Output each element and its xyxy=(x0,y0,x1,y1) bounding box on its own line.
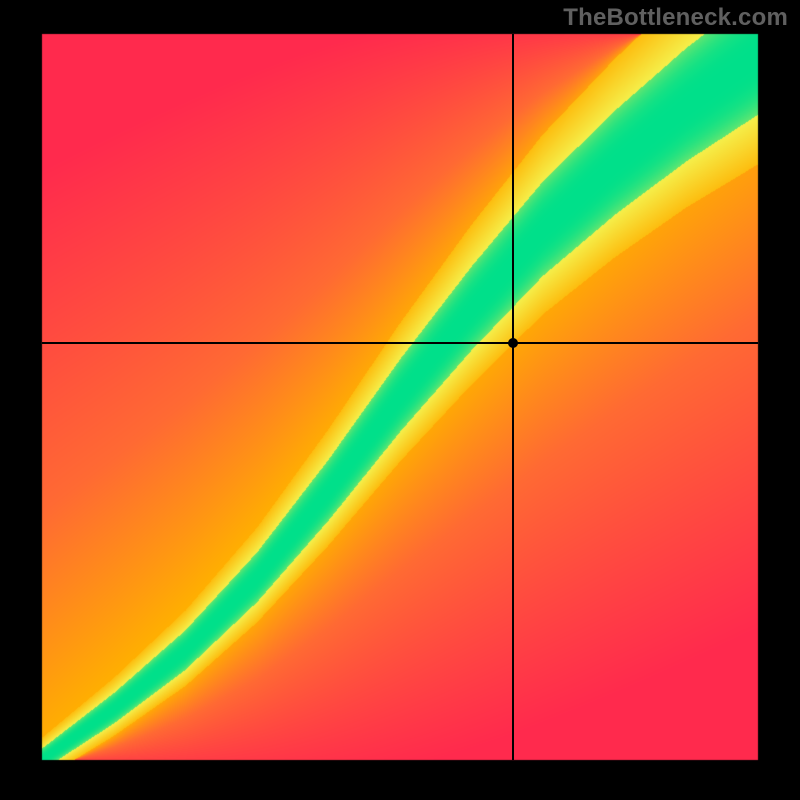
crosshair-horizontal xyxy=(42,342,758,344)
watermark-text: TheBottleneck.com xyxy=(563,4,788,32)
bottleneck-heatmap xyxy=(0,0,800,800)
crosshair-vertical xyxy=(512,34,514,760)
crosshair-marker xyxy=(508,338,518,348)
chart-frame: TheBottleneck.com xyxy=(0,0,800,800)
